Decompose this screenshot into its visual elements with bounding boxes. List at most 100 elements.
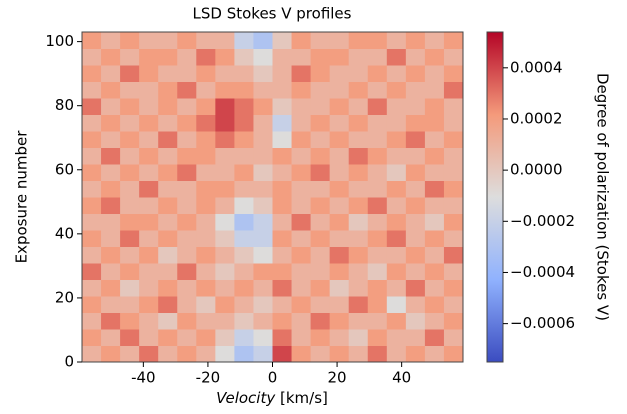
cell — [82, 345, 102, 363]
cell — [329, 296, 350, 313]
cell — [101, 246, 121, 264]
cell — [348, 114, 369, 132]
cell — [101, 279, 121, 297]
cell — [386, 279, 407, 297]
cell — [82, 263, 102, 280]
cell — [177, 329, 197, 346]
cell — [177, 98, 197, 115]
cell — [443, 32, 464, 49]
cell — [291, 197, 312, 214]
cell — [234, 263, 254, 280]
cell — [272, 131, 293, 148]
cell — [386, 246, 407, 264]
cell — [82, 180, 102, 198]
cell — [196, 312, 216, 330]
cell — [443, 131, 464, 148]
colorbar-label: Degree of polarization (Stokes V) — [594, 73, 612, 321]
cell — [272, 81, 293, 99]
x-label-unit: [km/s] — [280, 389, 328, 407]
cell — [272, 230, 293, 247]
cell — [82, 230, 102, 247]
cell — [329, 48, 350, 66]
cell — [310, 81, 331, 99]
cell — [139, 296, 159, 313]
cell — [158, 246, 178, 264]
cell — [120, 65, 140, 82]
cell — [329, 197, 350, 214]
cell — [234, 81, 254, 99]
cell — [234, 213, 254, 231]
x-tick-label: 40 — [392, 369, 411, 387]
cell — [405, 345, 426, 363]
cell — [272, 98, 293, 115]
cell — [234, 230, 254, 247]
cell — [272, 345, 293, 363]
cell — [329, 329, 350, 346]
cell — [101, 197, 121, 214]
cell — [329, 98, 350, 115]
cell — [405, 98, 426, 115]
colorbar-tick-label: −0.0004 — [510, 263, 575, 281]
cell — [367, 213, 388, 231]
cell — [196, 230, 216, 247]
cell — [405, 65, 426, 82]
cell — [424, 98, 445, 115]
cell — [424, 329, 445, 346]
y-axis-label: Exposure number — [13, 130, 31, 264]
cell — [386, 98, 407, 115]
cell — [405, 329, 426, 346]
cell — [367, 329, 388, 346]
cell — [367, 114, 388, 132]
cell — [101, 32, 121, 49]
cell — [291, 180, 312, 198]
x-tick-label: 20 — [328, 369, 347, 387]
cell — [215, 180, 235, 198]
cell — [158, 98, 178, 115]
cell — [291, 230, 312, 247]
heatmap — [82, 32, 464, 363]
cell — [272, 263, 293, 280]
cell — [348, 48, 369, 66]
cell — [101, 114, 121, 132]
cell — [386, 114, 407, 132]
cell — [272, 114, 293, 132]
cell — [101, 312, 121, 330]
cell — [291, 345, 312, 363]
cell — [272, 65, 293, 82]
cell — [120, 296, 140, 313]
cell — [196, 263, 216, 280]
cell — [101, 213, 121, 231]
cell — [158, 65, 178, 82]
cell — [424, 164, 445, 181]
cell — [82, 296, 102, 313]
cell — [291, 279, 312, 297]
cell — [329, 279, 350, 297]
cell — [234, 32, 254, 49]
cell — [405, 279, 426, 297]
cell — [424, 197, 445, 214]
cell — [386, 48, 407, 66]
cell — [329, 345, 350, 363]
cell — [253, 213, 273, 231]
cell — [386, 81, 407, 99]
cell — [443, 263, 464, 280]
cell — [215, 246, 235, 264]
cell — [405, 296, 426, 313]
cell — [158, 48, 178, 66]
cell — [367, 164, 388, 181]
cell — [424, 296, 445, 313]
cell — [158, 114, 178, 132]
cell — [215, 345, 235, 363]
cell — [158, 296, 178, 313]
cell — [329, 32, 350, 49]
cell — [424, 263, 445, 280]
cell — [272, 312, 293, 330]
cell — [101, 180, 121, 198]
cell — [215, 329, 235, 346]
cell — [177, 213, 197, 231]
cell — [139, 230, 159, 247]
cell — [424, 345, 445, 363]
cell — [367, 197, 388, 214]
cell — [367, 312, 388, 330]
cell — [272, 197, 293, 214]
